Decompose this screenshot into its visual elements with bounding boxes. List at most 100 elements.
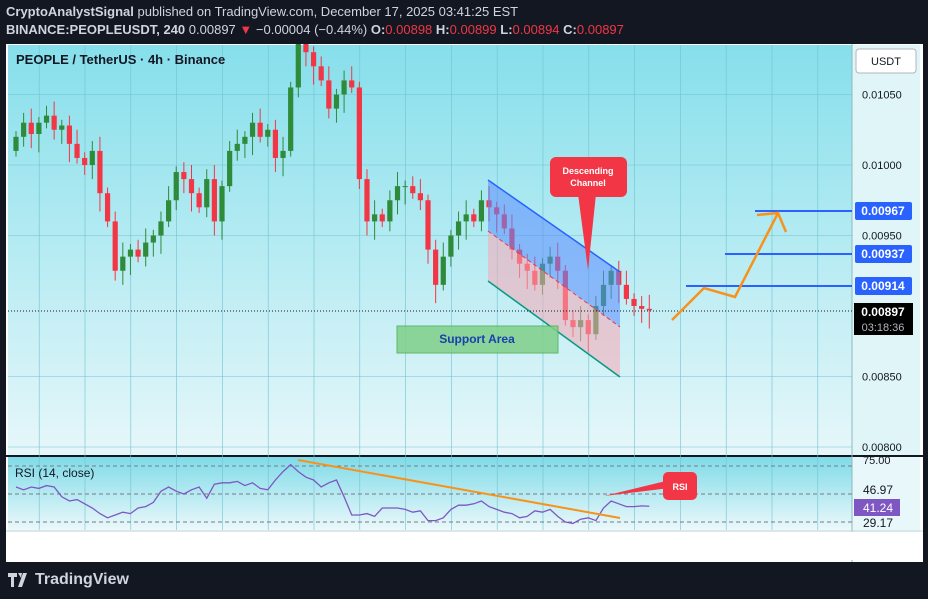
price-tick-label: 0.00800: [862, 442, 902, 454]
candle-body: [356, 87, 362, 180]
candle-body: [623, 284, 629, 299]
rsi-value-tag: [854, 499, 900, 516]
candle-body: [204, 179, 210, 208]
candle-body: [372, 214, 378, 222]
candle-body: [188, 179, 195, 194]
candle-body: [43, 115, 50, 123]
candle-body: [249, 122, 256, 137]
price-tag-3-label: 0.00914: [861, 279, 905, 293]
candle-body: [326, 80, 332, 109]
publish-date: published on TradingView.com, December 1…: [137, 4, 519, 19]
candle-body: [425, 200, 431, 250]
candle-body: [463, 214, 469, 222]
candle-body: [364, 179, 370, 222]
rsi-callout[interactable]: [663, 472, 697, 500]
candle-body: [402, 186, 408, 188]
current-price-label: 0.00897: [861, 305, 905, 319]
chart-frame[interactable]: 0.010500.010000.009500.008500.0080057911…: [6, 44, 923, 562]
rsi-axis: [852, 457, 920, 532]
price-chart[interactable]: 0.010500.010000.009500.008500.0080057911…: [6, 44, 923, 562]
candle-body: [379, 214, 385, 222]
candle-body: [74, 143, 80, 158]
candle-body: [158, 221, 164, 236]
rsi-title[interactable]: RSI (14, close): [15, 466, 94, 480]
channel-mid-line: [487, 230, 621, 328]
support-area[interactable]: [396, 325, 559, 354]
candle-body: [349, 80, 355, 88]
candle-body: [257, 122, 263, 137]
candle-body: [341, 80, 347, 95]
main-pane[interactable]: [8, 45, 852, 455]
price-tick-label: 0.01050: [862, 90, 902, 102]
last-price: 0.00897: [188, 22, 236, 37]
candle-body: [112, 221, 118, 271]
channel-top-line[interactable]: [487, 179, 621, 273]
candle-body: [36, 122, 42, 134]
candle-body: [82, 157, 88, 165]
candle-body: [181, 172, 187, 180]
symbol-info: BINANCE:PEOPLEUSDT, 240 0.00897 ▼ −0.000…: [6, 22, 624, 37]
candle-body: [410, 186, 416, 194]
currency-button[interactable]: [855, 48, 917, 74]
candle-body: [227, 150, 233, 187]
channel-callout[interactable]: [550, 157, 627, 197]
price-tick-label: 0.00950: [862, 231, 902, 243]
candle-body: [166, 200, 172, 222]
time-axis[interactable]: [8, 532, 920, 560]
price-tag-2-label: 0.00937: [861, 247, 905, 261]
candle-body: [13, 136, 19, 151]
projection-path[interactable]: [671, 212, 780, 321]
rsi-low-label: 29.17: [863, 516, 893, 530]
tradingview-logo[interactable]: TradingView: [8, 571, 129, 589]
rsi-line: [15, 463, 650, 525]
candle-body: [28, 122, 34, 134]
candle-body: [234, 143, 240, 151]
publish-info: CryptoAnalystSignal published on Trading…: [6, 4, 518, 19]
candle-body: [288, 87, 294, 151]
candle-body: [272, 129, 279, 158]
chart-legend[interactable]: PEOPLE / TetherUS · 4h · Binance: [16, 52, 225, 67]
candle-body: [120, 256, 126, 271]
candle-body: [448, 235, 454, 257]
candle-body: [211, 179, 217, 222]
candle-body: [433, 249, 439, 285]
candle-body: [196, 193, 202, 208]
rsi-callout-pointer: [604, 480, 670, 496]
currency-label: USDT: [871, 56, 901, 68]
close-value: 0.00897: [576, 22, 624, 37]
open-label: O:: [370, 22, 386, 37]
candle-body: [455, 221, 462, 236]
channel-lower-fill: [488, 231, 620, 377]
support-label: Support Area: [439, 332, 515, 346]
candle-body: [417, 193, 423, 201]
channel-upper-fill: [488, 180, 620, 327]
candle-body: [394, 186, 401, 201]
price-tag-2: [855, 245, 912, 263]
author[interactable]: CryptoAnalystSignal: [6, 4, 134, 19]
candle-body: [89, 150, 95, 165]
candle-body: [478, 200, 485, 222]
candle-body: [387, 200, 393, 222]
rsi-value-label: 41.24: [863, 501, 893, 515]
rsi-callout-label: RSI: [672, 482, 687, 492]
candle-body: [318, 66, 324, 81]
projection-arrowhead: [756, 211, 788, 233]
bar-countdown: 03:18:36: [862, 322, 905, 334]
price-tick-label: 0.01000: [862, 160, 902, 172]
candle-body: [295, 44, 301, 88]
candle-body: [219, 186, 225, 222]
candle-body: [150, 235, 156, 243]
tradingview-logo-icon: [8, 573, 27, 587]
candle-body: [143, 242, 149, 257]
candle-body: [127, 249, 134, 257]
candle-body: [59, 125, 65, 130]
open-value: 0.00898: [385, 22, 433, 37]
brand-name: TradingView: [35, 571, 129, 588]
candle-body: [310, 52, 317, 67]
rsi-trendline[interactable]: [297, 459, 621, 519]
candle-body: [97, 150, 103, 194]
candle-body: [104, 193, 111, 222]
candle-body: [303, 44, 309, 53]
candle-body: [631, 298, 637, 306]
candle-body: [135, 249, 141, 257]
